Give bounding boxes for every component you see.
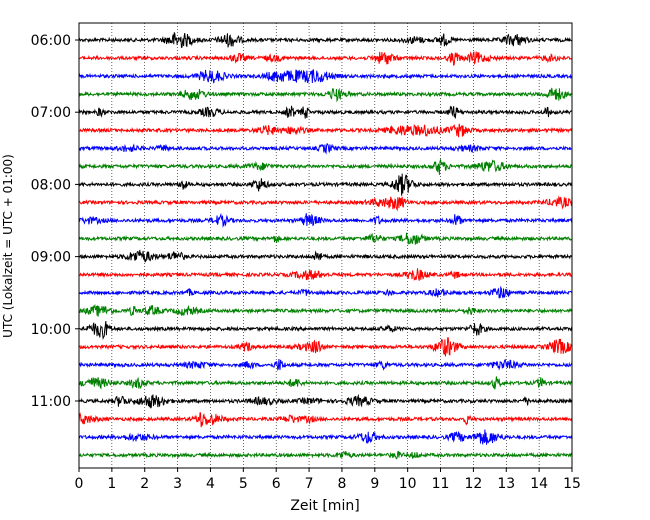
- trace-0745: [78, 158, 573, 175]
- trace-0815: [78, 195, 573, 212]
- trace-0845: [78, 232, 573, 245]
- x-tick-label-2: 2: [140, 476, 149, 492]
- x-tick-label-13: 13: [497, 476, 515, 492]
- trace-1045: [78, 376, 573, 390]
- y-tick-label-1000: 10:00: [31, 322, 71, 338]
- y-tick-label-0800: 08:00: [31, 177, 71, 193]
- trace-0700: [78, 105, 573, 119]
- trace-0615: [78, 51, 573, 67]
- y-tick-label-1100: 11:00: [31, 394, 71, 410]
- x-tick-label-14: 14: [530, 476, 548, 492]
- x-tick-label-15: 15: [563, 476, 581, 492]
- y-tick-label-0900: 09:00: [31, 250, 71, 266]
- y-axis-ticks: 06:00 07:00 08:00 09:00 10:00 11:00: [31, 33, 79, 410]
- x-tick-label-10: 10: [399, 476, 417, 492]
- grid-lines: [111, 23, 540, 468]
- trace-1115: [78, 412, 573, 428]
- trace-0915: [78, 268, 573, 281]
- trace-0900: [78, 249, 573, 263]
- trace-1030: [78, 358, 573, 372]
- trace-0645: [78, 87, 573, 103]
- trace-0730: [78, 142, 573, 155]
- trace-1100: [78, 393, 573, 409]
- y-axis-label: UTC (Lokalzeit = UTC + 01:00): [1, 154, 15, 338]
- trace-1000: [78, 320, 573, 341]
- trace-0945: [78, 303, 573, 317]
- y-tick-label-0600: 06:00: [31, 33, 71, 49]
- trace-0715: [79, 123, 573, 138]
- x-tick-label-6: 6: [272, 476, 281, 492]
- plot-frame: [78, 22, 573, 469]
- x-tick-label-11: 11: [432, 476, 450, 492]
- x-axis-label: Zeit [min]: [290, 498, 359, 514]
- x-tick-label-8: 8: [337, 476, 346, 492]
- x-tick-label-0: 0: [75, 476, 84, 492]
- x-tick-label-7: 7: [305, 476, 314, 492]
- trace-1145: [78, 450, 573, 460]
- trace-0800: [78, 173, 573, 196]
- x-axis-ticks: 0 1 2 3 4 5 6 7 8 9 10 11 12 13 14 15: [75, 468, 581, 492]
- x-tick-label-4: 4: [206, 476, 215, 492]
- trace-0600: [78, 32, 573, 49]
- trace-1015: [78, 337, 573, 357]
- y-tick-label-0700: 07:00: [31, 105, 71, 121]
- x-tick-label-1: 1: [107, 476, 116, 492]
- trace-1130: [78, 429, 573, 445]
- x-tick-label-12: 12: [464, 476, 482, 492]
- trace-0630: [78, 69, 573, 84]
- trace-0830: [78, 212, 573, 228]
- x-tick-label-9: 9: [370, 476, 379, 492]
- trace-0930: [78, 285, 573, 299]
- traces: [78, 32, 573, 460]
- x-tick-label-5: 5: [239, 476, 248, 492]
- x-tick-label-3: 3: [173, 476, 182, 492]
